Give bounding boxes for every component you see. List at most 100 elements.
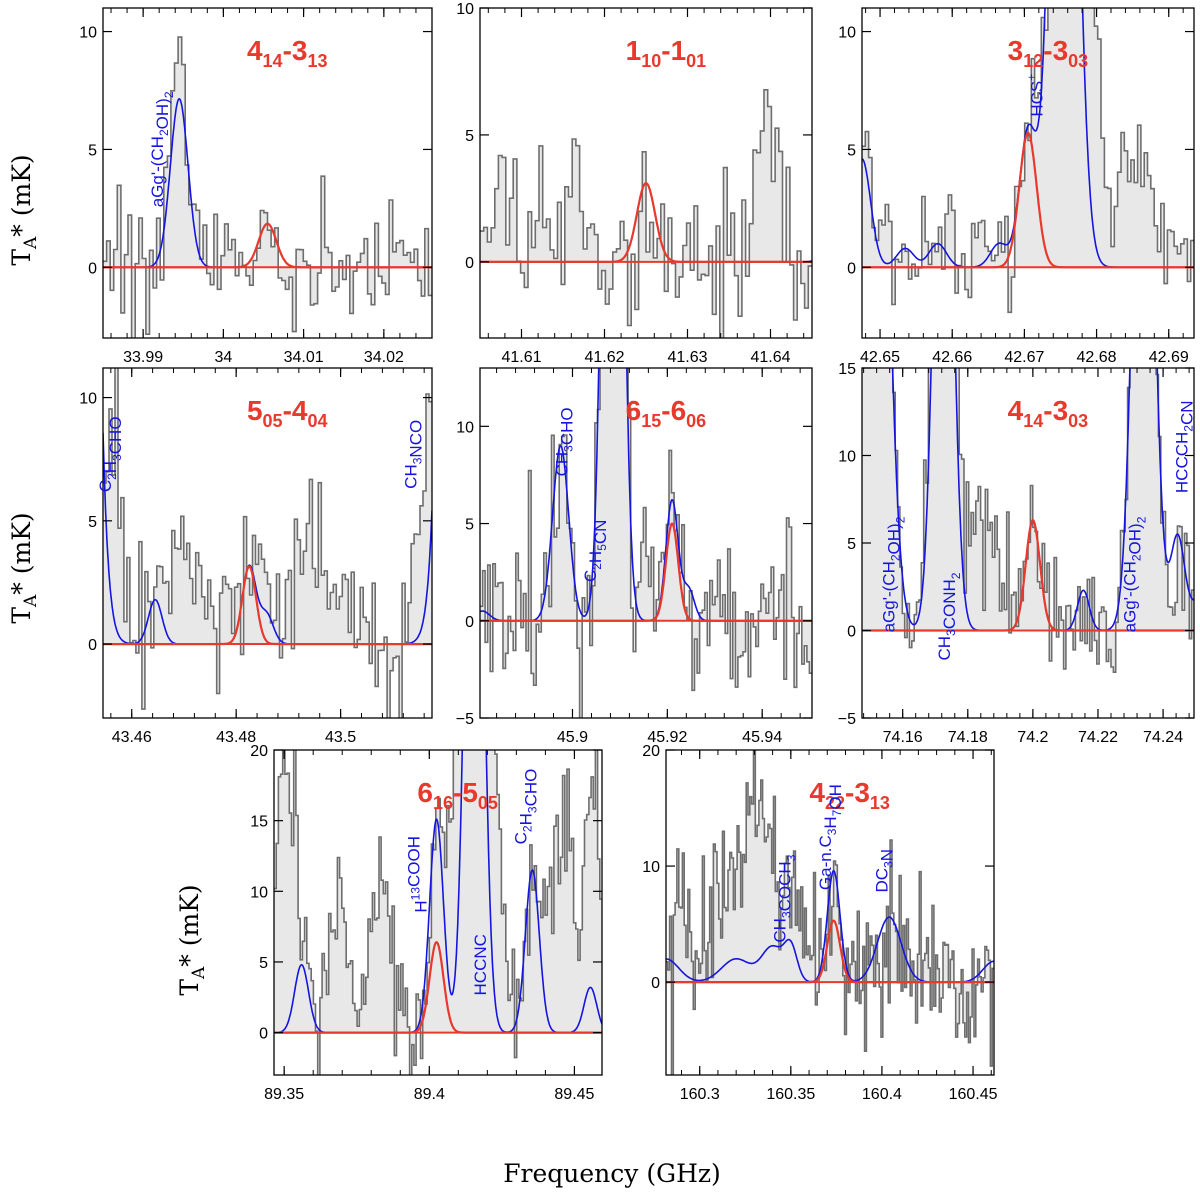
x-tick-label: 41.63	[667, 349, 707, 366]
y-tick-label: 0	[88, 637, 97, 654]
target-model-curve	[480, 522, 812, 622]
x-tick-label: 42.65	[860, 349, 900, 366]
y-tick-label: 0	[465, 255, 474, 272]
spectrum-fill	[274, 750, 602, 1075]
x-tick-label: 45.92	[647, 729, 687, 746]
y-tick-label: 5	[847, 142, 856, 159]
y-tick-label: 10	[79, 391, 97, 408]
y-tick-label: 10	[456, 1, 474, 18]
x-tick-label: 43.5	[325, 729, 356, 746]
target-model-curve	[862, 519, 1194, 632]
y-tick-label: 10	[838, 449, 856, 466]
x-tick-label: 45.94	[742, 729, 782, 746]
spectrum-histogram	[274, 750, 602, 1075]
molecule-label: CH3CHO	[553, 407, 577, 476]
molecule-label: CH3CONH2	[935, 572, 963, 660]
molecule-label: aGg'-(CH2OH)2	[880, 516, 908, 632]
spectrum-fill	[862, 368, 1194, 673]
x-tick-label: 160.45	[949, 1086, 998, 1103]
y-tick-label: 5	[465, 128, 474, 145]
x-tick-label: 43.46	[112, 729, 152, 746]
x-tick-label: 34	[214, 349, 232, 366]
y-tick-label: 10	[79, 25, 97, 42]
molecule-label: HCCNC	[471, 934, 490, 995]
y-tick-label: 0	[847, 624, 856, 641]
plot-frame	[479, 7, 813, 339]
x-tick-label: 42.66	[932, 349, 972, 366]
plot-area	[480, 368, 812, 718]
y-tick-label: 0	[847, 260, 856, 277]
molecule-label: Ga-n.C3H7OH	[816, 784, 845, 890]
transition-label: 312-303	[1008, 35, 1089, 71]
x-tick-label: 41.64	[750, 349, 790, 366]
plot-area	[103, 36, 432, 338]
x-tick-label: 89.4	[414, 1086, 445, 1103]
panel-p8: 160.3 160.35 160.4 160.45 0 10 20 422-313 CH3COC…	[642, 743, 997, 1103]
molecule-label: DC3N	[872, 849, 896, 893]
x-axis-title: Frequency (GHz)	[503, 1159, 721, 1188]
y-tick-label: −5	[456, 711, 474, 728]
x-tick-label: 160.3	[680, 1086, 720, 1103]
x-tick-label: 89.35	[264, 1086, 304, 1103]
plot-area	[103, 368, 432, 718]
y-tick-label: 10	[838, 25, 856, 42]
panel-p1: 33.99 34 34.01 34.02 0 5 10 414-313 aGg'-(CH2OH)…	[79, 7, 433, 366]
x-tick-label: 89.45	[554, 1086, 594, 1103]
x-tick-label: 43.48	[216, 729, 256, 746]
transition-label: 414-303	[1008, 395, 1089, 431]
y-tick-label: 15	[250, 814, 268, 831]
y-axis-title-row3: TA* (mK)	[175, 884, 209, 995]
spectrum-histogram	[480, 89, 812, 338]
panel-p2: 41.61 41.62 41.63 41.64 0 5 10 110-101	[456, 1, 813, 366]
x-tick-label: 42.67	[1004, 349, 1044, 366]
x-tick-label: 74.22	[1078, 729, 1118, 746]
target-model-curve	[274, 940, 602, 1034]
y-tick-label: −5	[838, 711, 856, 728]
plot-area	[862, 368, 1194, 674]
target-model-curve	[103, 565, 432, 646]
x-tick-label: 42.68	[1077, 349, 1117, 366]
y-tick-label: 20	[642, 743, 660, 760]
panels-group: 33.99 34 34.01 34.02 0 5 10 414-313 aGg'-(CH2OH)…	[79, 1, 1196, 1103]
y-tick-label: 0	[259, 1026, 268, 1043]
y-tick-label: 15	[838, 361, 856, 378]
target-model-curve	[103, 222, 432, 269]
target-model-curve	[480, 182, 812, 263]
spectrum-fill	[103, 368, 432, 718]
spectrum-histogram	[666, 750, 994, 1075]
plot-frame	[665, 749, 995, 1076]
y-tick-label: 5	[847, 536, 856, 553]
x-tick-label: 160.35	[766, 1086, 815, 1103]
x-tick-label: 42.69	[1149, 349, 1189, 366]
plot-frame	[102, 367, 433, 719]
transition-label: 615-606	[626, 395, 707, 431]
x-tick-label: 74.16	[883, 729, 923, 746]
panel-p3: 42.65 42.66 42.67 42.68 42.69 0 5 10 312-303 HCS+	[838, 7, 1195, 366]
y-axis-title-row1: TA* (mK)	[7, 154, 41, 265]
spectrum-histogram	[103, 36, 432, 338]
plot-frame	[479, 367, 813, 719]
x-tick-label: 74.2	[1017, 729, 1048, 746]
molecule-label: CH3NCO	[401, 420, 425, 489]
y-tick-label: 10	[642, 859, 660, 876]
y-tick-label: 10	[456, 419, 474, 436]
total-model-curve	[103, 432, 432, 645]
transition-label: 422-313	[809, 777, 890, 813]
molecule-label: aGg'-(CH2OH)2	[148, 91, 176, 207]
molecule-label: H13COOH	[404, 836, 430, 913]
plot-frame	[102, 7, 433, 339]
y-tick-label: 20	[250, 743, 268, 760]
plot-area	[480, 89, 812, 338]
panel-p5: 45.9 45.92 45.94 −5 0 5 10 615-606 CH3CHO C2H5CN	[456, 367, 813, 746]
y-tick-label: 5	[259, 955, 268, 972]
y-tick-label: 0	[465, 614, 474, 631]
plot-area	[862, 8, 1194, 314]
x-tick-label: 41.62	[584, 349, 624, 366]
target-model-curve	[862, 131, 1194, 269]
x-tick-label: 74.24	[1143, 729, 1183, 746]
y-tick-label: 10	[250, 884, 268, 901]
plot-area	[274, 750, 602, 1075]
molecule-label: CH3COCH3	[770, 854, 798, 942]
y-tick-label: 5	[465, 517, 474, 534]
